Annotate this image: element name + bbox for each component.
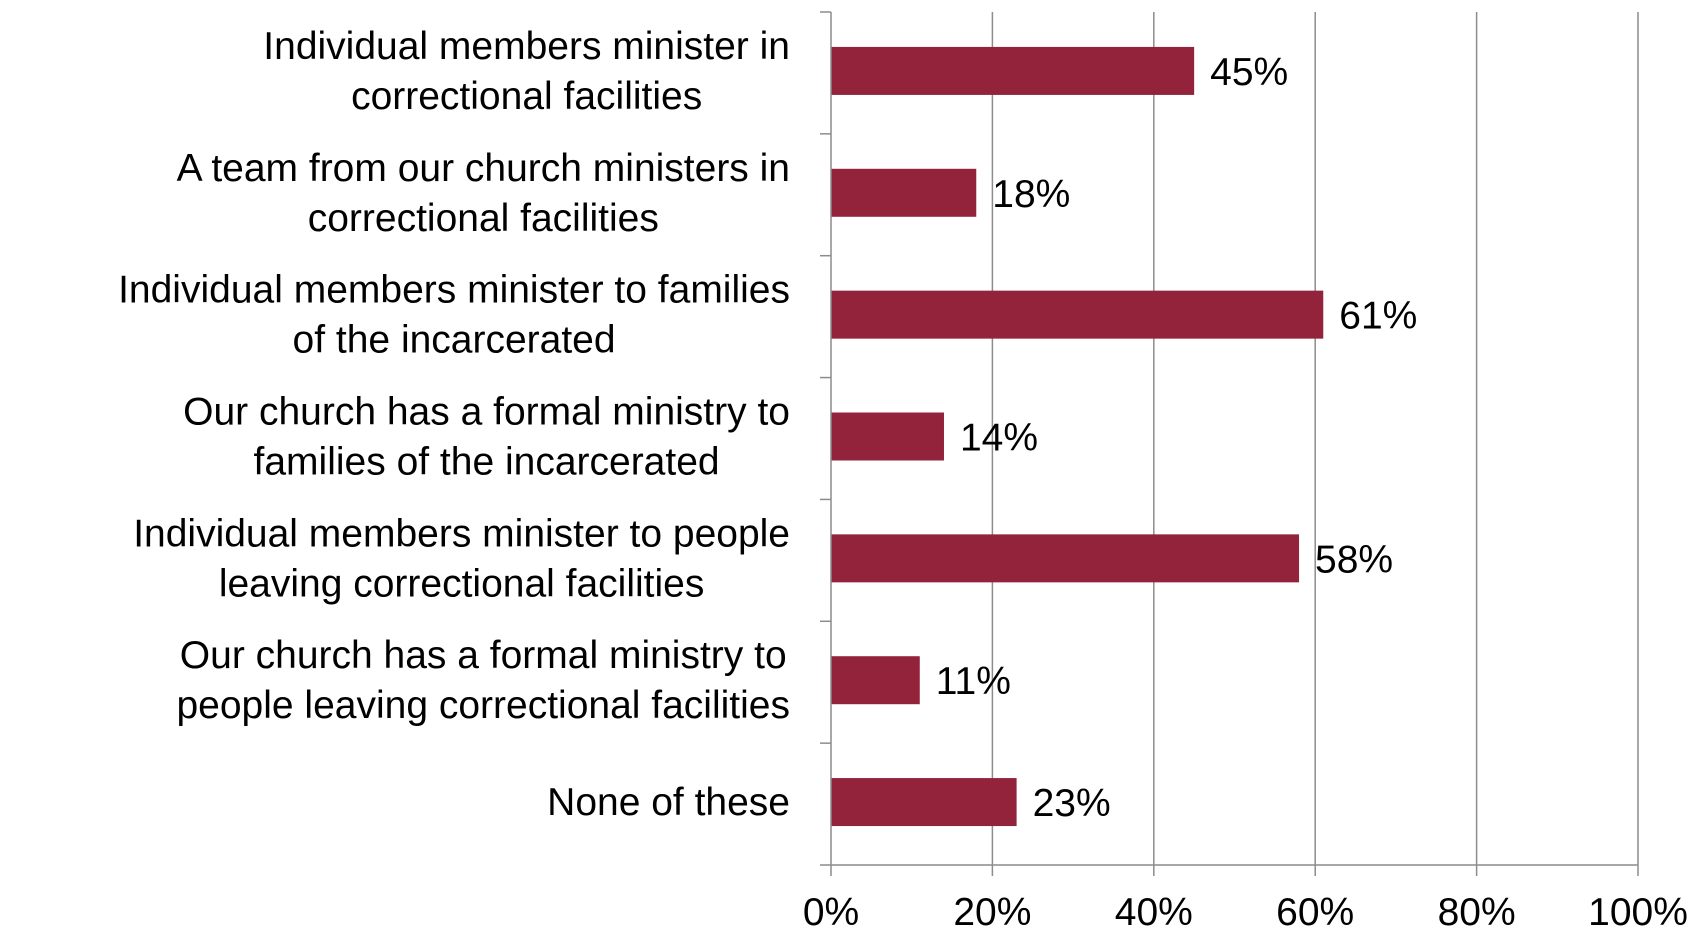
category-label-4: Our church has a formal ministry to famil… — [183, 391, 790, 484]
category-label-6: Our church has a formal ministry to peopl… — [176, 634, 790, 727]
bar-4 — [831, 412, 944, 461]
data-label-7: 23% — [1033, 782, 1111, 825]
bar-2 — [831, 168, 977, 217]
data-label-1: 45% — [1210, 51, 1288, 94]
labels: 45% 18% 61% 14% 58% 11% 23% Individual members … — [118, 25, 1688, 934]
x-tick-label-80: 80% — [1438, 891, 1516, 934]
category-label-line: Individual members minister to people — [133, 512, 790, 555]
category-label-2: A team from our church ministers in corre… — [177, 147, 790, 240]
bar-3 — [831, 290, 1324, 339]
x-tick-label-100: 100% — [1588, 891, 1688, 934]
category-label-line: Our church has a formal ministry to — [180, 634, 787, 677]
bar-7 — [831, 778, 1017, 827]
category-label-line: Our church has a formal ministry to — [183, 391, 790, 434]
category-label-5: Individual members minister to people lea… — [133, 512, 790, 605]
bar-5 — [831, 534, 1300, 583]
axes — [820, 11, 1639, 876]
category-label-line: Individual members minister to families — [118, 269, 790, 312]
category-label-line: None of these — [547, 781, 790, 824]
data-label-4: 14% — [960, 417, 1038, 460]
category-label-line: of the incarcerated — [293, 319, 616, 362]
bars — [831, 46, 1324, 827]
data-label-5: 58% — [1315, 538, 1393, 581]
data-label-6: 11% — [936, 660, 1011, 703]
category-label-line: families of the incarcerated — [254, 441, 720, 484]
category-label-3: Individual members minister to families o… — [118, 269, 790, 362]
category-label-line: leaving correctional facilities — [219, 562, 705, 605]
data-label-2: 18% — [992, 173, 1070, 216]
x-tick-label-60: 60% — [1276, 891, 1354, 934]
category-label-line: Individual members minister in — [263, 25, 790, 68]
category-label-line: people leaving correctional facilities — [176, 684, 790, 727]
x-tick-label-0: 0% — [803, 891, 859, 934]
x-tick-label-40: 40% — [1115, 891, 1193, 934]
category-label-line: A team from our church ministers in — [177, 147, 790, 190]
data-label-3: 61% — [1339, 295, 1417, 338]
bar-6 — [831, 656, 920, 705]
bar-1 — [831, 46, 1195, 95]
x-tick-label-20: 20% — [953, 891, 1031, 934]
category-label-1: Individual members minister in correction… — [263, 25, 790, 118]
category-label-line: correctional facilities — [351, 75, 702, 118]
category-label-line: correctional facilities — [308, 197, 659, 240]
category-label-7: None of these — [547, 781, 790, 824]
gridlines — [991, 12, 1639, 865]
